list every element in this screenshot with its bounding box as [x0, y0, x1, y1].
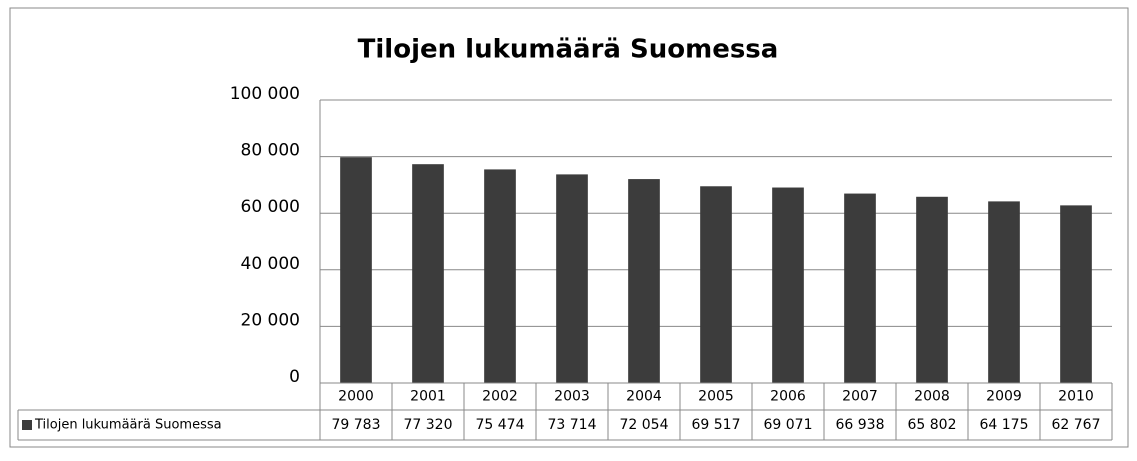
bar [700, 186, 732, 383]
y-tick-label: 20 000 [241, 310, 300, 330]
bar [484, 169, 516, 383]
x-tick-label: 2000 [338, 389, 374, 405]
bar [916, 196, 948, 383]
data-table-value: 77 320 [404, 417, 453, 433]
bar [340, 157, 372, 383]
x-tick-label: 2009 [986, 389, 1022, 405]
data-table-value: 72 054 [620, 417, 669, 433]
data-table-value: 73 714 [548, 417, 597, 433]
data-table-value: 65 802 [908, 417, 957, 433]
x-tick-label: 2005 [698, 389, 734, 405]
x-tick-label: 2003 [554, 389, 590, 405]
bar [772, 187, 804, 383]
bar [412, 164, 444, 383]
y-tick-label: 0 [289, 367, 300, 387]
bar [556, 174, 588, 383]
chart-title: Tilojen lukumäärä Suomessa [358, 35, 779, 65]
bar [844, 193, 876, 383]
x-tick-label: 2010 [1058, 389, 1094, 405]
x-tick-label: 2002 [482, 389, 518, 405]
y-tick-label: 100 000 [230, 84, 300, 104]
bar [628, 179, 660, 383]
bar [1060, 205, 1092, 383]
data-table-value: 62 767 [1052, 417, 1101, 433]
x-tick-label: 2001 [410, 389, 446, 405]
data-table-value: 69 071 [764, 417, 813, 433]
bar [988, 201, 1020, 383]
legend-label: Tilojen lukumäärä Suomessa [34, 418, 222, 433]
x-tick-label: 2004 [626, 389, 662, 405]
data-table-value: 66 938 [836, 417, 885, 433]
x-tick-label: 2007 [842, 389, 878, 405]
y-tick-label: 40 000 [241, 254, 300, 274]
data-table-value: 75 474 [476, 417, 525, 433]
x-tick-label: 2006 [770, 389, 806, 405]
x-tick-label: 2008 [914, 389, 950, 405]
data-table-value: 64 175 [980, 417, 1029, 433]
data-table-value: 79 783 [332, 417, 381, 433]
data-table-value: 69 517 [692, 417, 741, 433]
y-tick-label: 60 000 [241, 197, 300, 217]
y-tick-label: 80 000 [241, 141, 300, 161]
legend-key [22, 420, 32, 430]
